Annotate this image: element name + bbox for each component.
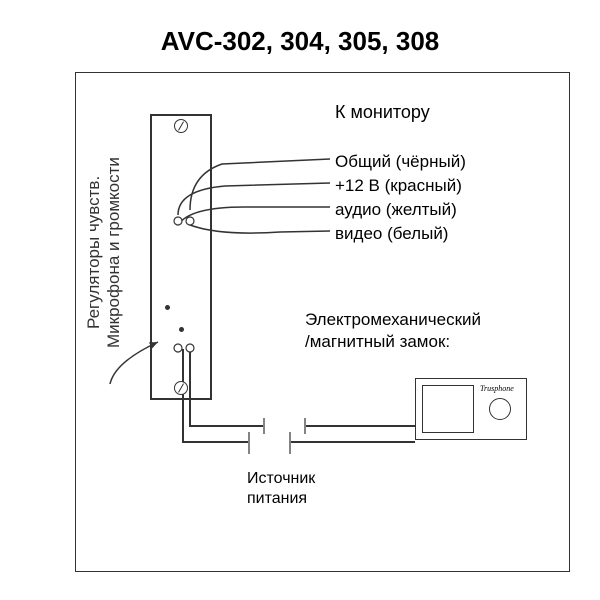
- monitor-wire-label: аудио (желтый): [335, 200, 457, 220]
- lock-header-1: Электромеханический: [305, 310, 481, 330]
- wiring-svg: [0, 0, 600, 600]
- monitor-header: К монитору: [335, 102, 430, 123]
- monitor-wire-label: видео (белый): [335, 224, 448, 244]
- lock-header-2: /магнитный замок:: [305, 332, 450, 352]
- adjustment-dot: [165, 305, 170, 310]
- monitor-wire-label: +12 В (красный): [335, 176, 462, 196]
- monitor-wire-label: Общий (чёрный): [335, 152, 466, 172]
- power-label-2: питания: [247, 490, 307, 508]
- device-screw: [174, 119, 188, 133]
- diagram-canvas: AVC-302, 304, 305, 308 Регуляторы чувств…: [0, 0, 600, 600]
- device-screw: [174, 381, 188, 395]
- power-label-1: Источник: [247, 470, 315, 488]
- adjustment-dot: [179, 327, 184, 332]
